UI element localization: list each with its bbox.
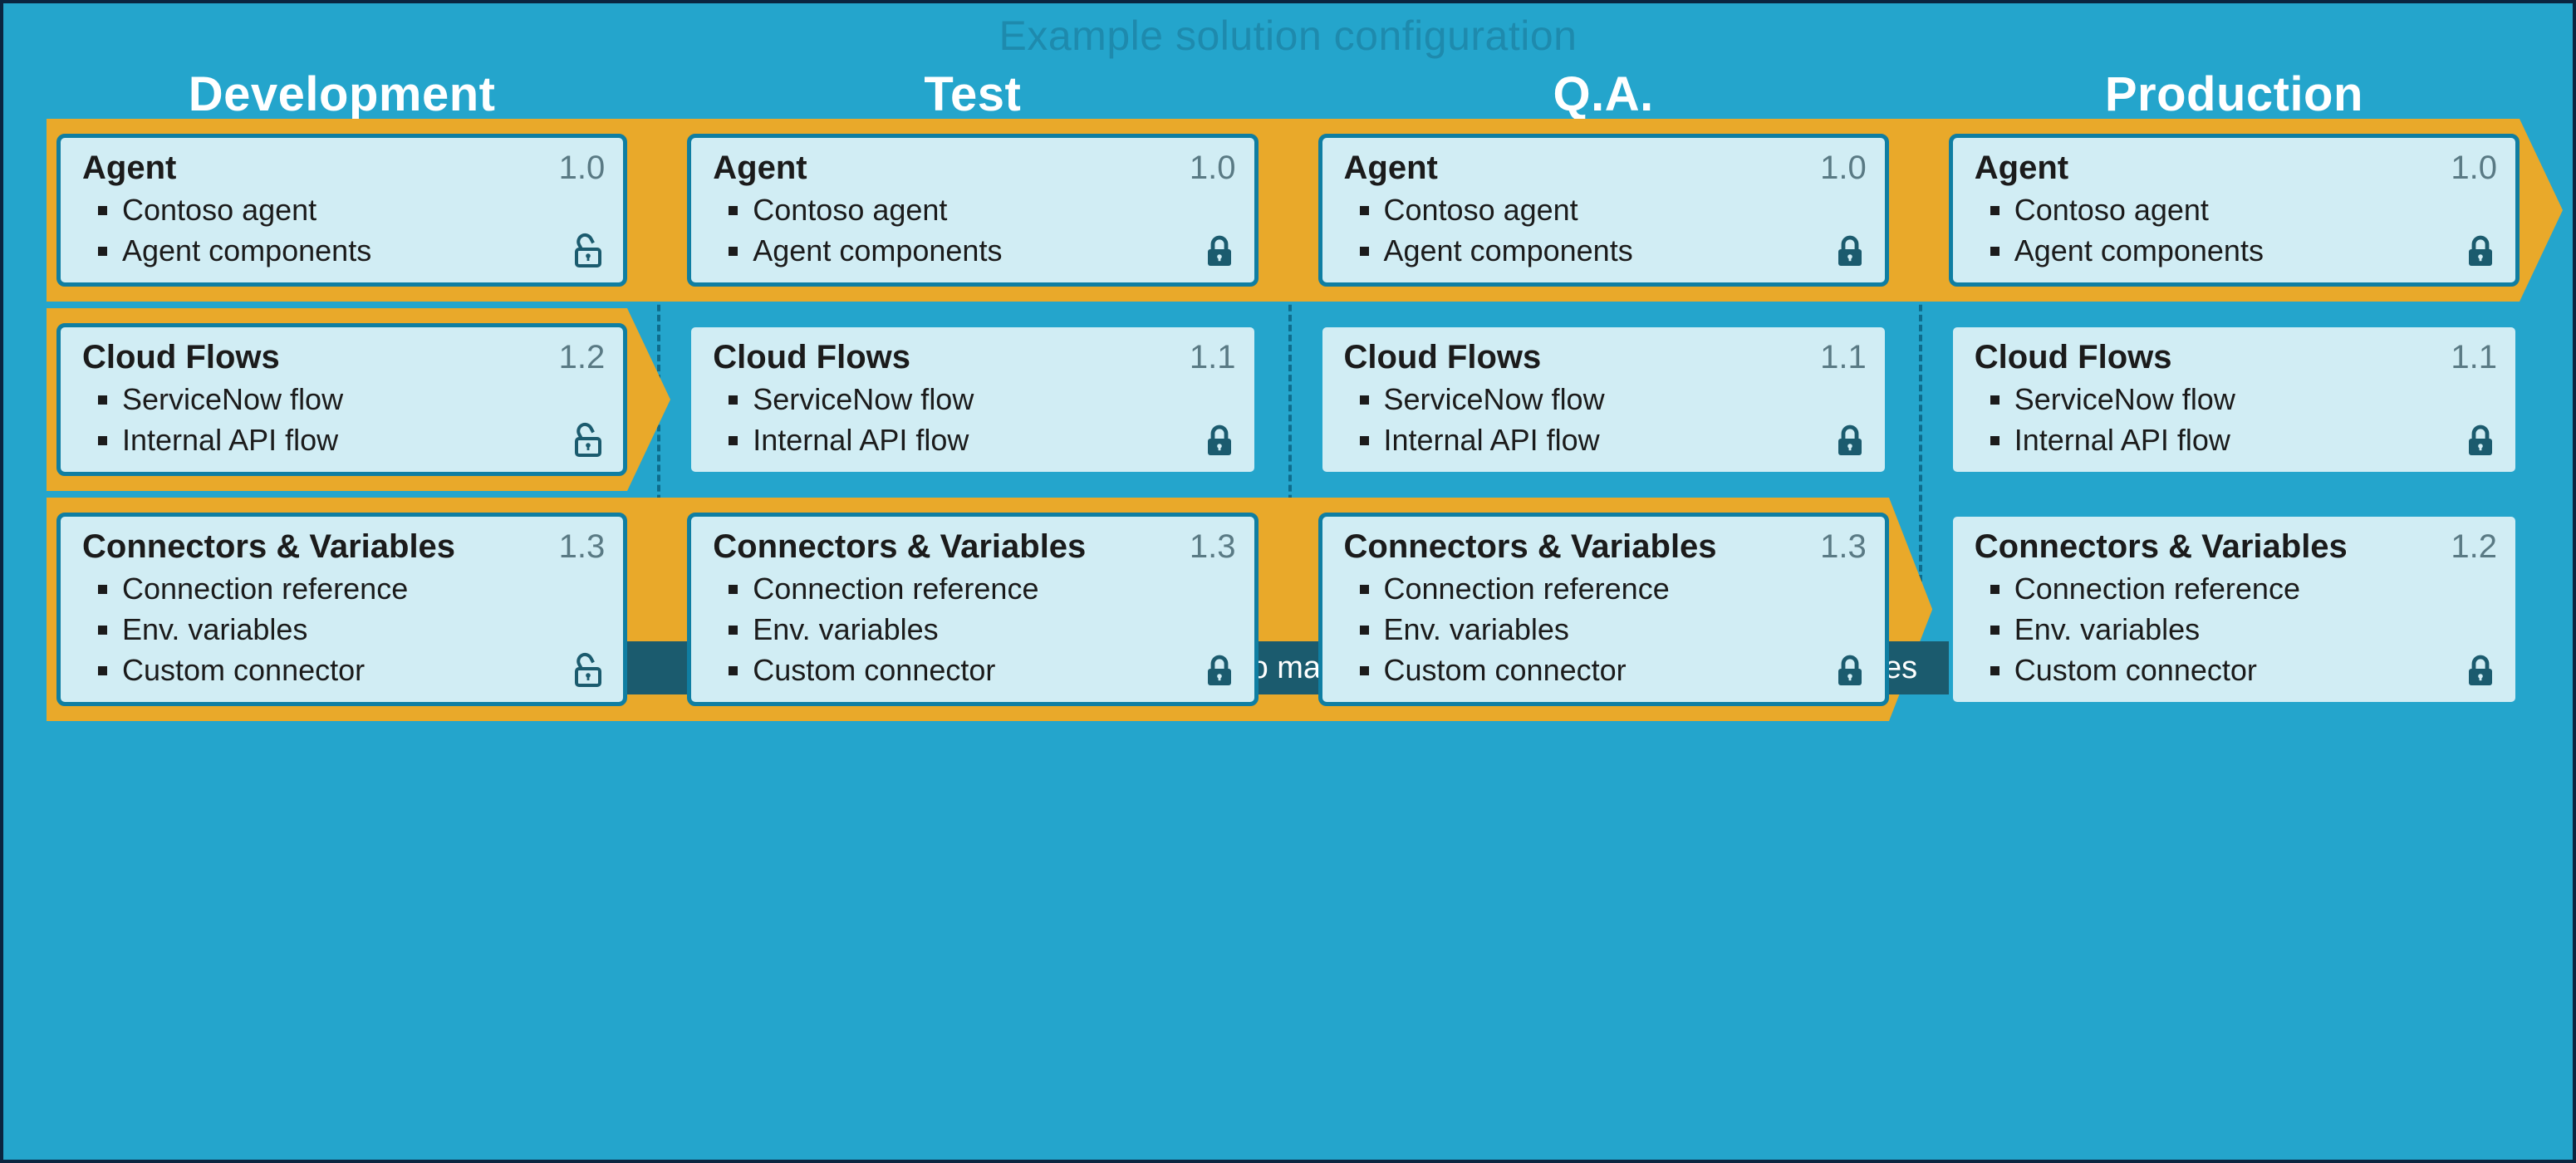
row-agent: Agent1.0Contoso agentAgent components Ag…	[27, 134, 2549, 287]
col-header-test: Test	[657, 66, 1288, 122]
card-title: Agent	[713, 150, 807, 187]
lock-open-icon	[568, 420, 608, 460]
card-item: ServiceNow flow	[1384, 380, 1867, 420]
card-item: Connection reference	[2014, 569, 2497, 610]
card-item: Env. variables	[753, 610, 1235, 650]
column-headers: Development Test Q.A. Production	[27, 66, 2549, 122]
card-item: ServiceNow flow	[2014, 380, 2497, 420]
card-version: 1.3	[1820, 528, 1867, 566]
card-version: 1.0	[1820, 150, 1867, 187]
card-connectors-development: Connectors & Variables 1.3Connection refe…	[56, 513, 627, 706]
card-item: Internal API flow	[122, 420, 605, 461]
card-agent-qa: Agent 1.0Contoso agentAgent components	[1318, 134, 1889, 287]
col-header-development: Development	[27, 66, 657, 122]
lock-closed-icon	[2461, 650, 2500, 690]
card-connectors-test: Connectors & Variables 1.3Connection refe…	[687, 513, 1258, 706]
diagram-title: Example solution configuration	[27, 12, 2549, 60]
row-flows: Cloud Flows1.2ServiceNow flowInternal AP…	[27, 323, 2549, 476]
col-header-qa: Q.A.	[1288, 66, 1919, 122]
card-item: Custom connector	[122, 650, 605, 691]
card-item: Custom connector	[753, 650, 1235, 691]
card-flows-production: Cloud Flows 1.1 ServiceNow flowInternal AP…	[1949, 323, 2520, 476]
card-item: Contoso agent	[2014, 190, 2497, 231]
card-title: Connectors & Variables	[1975, 528, 2348, 566]
card-item: Connection reference	[1384, 569, 1867, 610]
card-title: Cloud Flows	[1975, 339, 2172, 376]
lock-closed-icon	[1830, 420, 1870, 460]
card-agent-production: Agent 1.0Contoso agentAgent components	[1949, 134, 2520, 287]
card-item: Env. variables	[1384, 610, 1867, 650]
card-item: Env. variables	[2014, 610, 2497, 650]
card-title: Agent	[1344, 150, 1438, 187]
lock-closed-icon	[1830, 231, 1870, 271]
card-item: Contoso agent	[1384, 190, 1867, 231]
card-item: Internal API flow	[1384, 420, 1867, 461]
diagram-grid: Development Test Q.A. Production Agent 1.…	[27, 66, 2549, 706]
col-header-production: Production	[1919, 66, 2549, 122]
card-item: Agent components	[1384, 231, 1867, 272]
card-version: 1.2	[2451, 528, 2497, 566]
card-item: Custom connector	[1384, 650, 1867, 691]
lock-open-icon	[568, 650, 608, 690]
card-item: Env. variables	[122, 610, 605, 650]
card-connectors-production: Connectors & Variables 1.2Connection refe…	[1949, 513, 2520, 706]
lock-closed-icon	[1200, 420, 1239, 460]
card-title: Connectors & Variables	[82, 528, 455, 566]
card-item: ServiceNow flow	[753, 380, 1235, 420]
card-title: Cloud Flows	[1344, 339, 1542, 376]
card-title: Connectors & Variables	[713, 528, 1086, 566]
lock-closed-icon	[1200, 650, 1239, 690]
card-version: 1.1	[1820, 339, 1867, 376]
card-title: Cloud Flows	[82, 339, 280, 376]
card-item: Agent components	[122, 231, 605, 272]
card-item: Internal API flow	[2014, 420, 2497, 461]
card-item: Agent components	[753, 231, 1235, 272]
card-title: Cloud Flows	[713, 339, 910, 376]
card-version: 1.3	[559, 528, 606, 566]
lock-open-icon	[568, 231, 608, 271]
lock-closed-icon	[1200, 231, 1239, 271]
card-agent-test: Agent 1.0Contoso agentAgent components	[687, 134, 1258, 287]
card-flows-qa: Cloud Flows 1.1 ServiceNow flowInternal AP…	[1318, 323, 1889, 476]
card-item: ServiceNow flow	[122, 380, 605, 420]
card-version: 1.1	[1190, 339, 1236, 376]
card-version: 1.3	[1190, 528, 1236, 566]
card-version: 1.0	[1190, 150, 1236, 187]
card-agent-development: Agent 1.0Contoso agentAgent components	[56, 134, 627, 287]
card-connectors-qa: Connectors & Variables 1.3Connection refe…	[1318, 513, 1889, 706]
card-title: Connectors & Variables	[1344, 528, 1717, 566]
lock-closed-icon	[2461, 420, 2500, 460]
card-title: Agent	[1975, 150, 2068, 187]
card-version: 1.1	[2451, 339, 2497, 376]
card-item: Connection reference	[122, 569, 605, 610]
card-item: Contoso agent	[753, 190, 1235, 231]
lock-closed-icon	[2461, 231, 2500, 271]
card-item: Internal API flow	[753, 420, 1235, 461]
card-title: Agent	[82, 150, 176, 187]
lock-closed-icon	[1830, 650, 1870, 690]
card-version: 1.2	[559, 339, 606, 376]
row-connectors: Connectors & Variables1.3Connection refe…	[27, 513, 2549, 706]
card-item: Connection reference	[753, 569, 1235, 610]
card-version: 1.0	[559, 150, 606, 187]
card-item: Agent components	[2014, 231, 2497, 272]
card-item: Contoso agent	[122, 190, 605, 231]
card-flows-development: Cloud Flows 1.2 ServiceNow flowInternal AP…	[56, 323, 627, 476]
card-flows-test: Cloud Flows 1.1 ServiceNow flowInternal AP…	[687, 323, 1258, 476]
card-item: Custom connector	[2014, 650, 2497, 691]
card-version: 1.0	[2451, 150, 2497, 187]
